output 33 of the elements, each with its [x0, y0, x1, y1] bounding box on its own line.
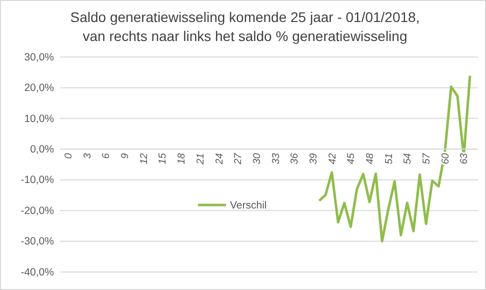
x-tick-label: 0 [64, 152, 74, 159]
legend-label: Verschil [230, 200, 267, 212]
x-tick-label: 30 [252, 152, 263, 164]
y-tick-label: 30,0% [24, 51, 54, 64]
x-tick-label: 12 [138, 152, 150, 164]
x-tick-label: 24 [214, 152, 226, 166]
y-tick-label: 0,0% [30, 144, 54, 156]
x-tick-label: 45 [346, 152, 358, 164]
chart-title: Saldo generatiewisseling komende 25 jaar - 01/01/2018, van rechts naar links het saldo % generatiewisseling [70, 9, 420, 44]
y-tick-label: -10,0% [20, 174, 54, 186]
x-tick-label: 3 [82, 152, 94, 159]
x-tick-label: 51 [384, 153, 395, 164]
x-tick-label: 39 [308, 152, 320, 164]
x-tick-label: 33 [270, 152, 282, 164]
y-tick-label: 10,0% [24, 112, 54, 125]
x-tick-label: 42 [327, 152, 338, 164]
x-tick-label: 57 [422, 152, 433, 164]
x-tick-label: 21 [195, 153, 206, 166]
y-tick-label: -30,0% [20, 236, 54, 248]
x-tick-label: 6 [101, 152, 112, 159]
x-tick-label: 15 [158, 152, 169, 164]
x-tick-label: 27 [233, 152, 244, 166]
x-tick-label: 48 [365, 152, 376, 164]
x-tick-label: 36 [290, 152, 301, 164]
y-tick-label: -20,0% [20, 204, 54, 217]
y-tick-label: 20,0% [24, 82, 54, 94]
y-tick-label: -40,0% [20, 266, 54, 278]
x-tick-label: 54 [402, 152, 414, 164]
x-tick-label: 9 [120, 152, 132, 159]
x-tick-label: 63 [459, 152, 470, 164]
line-series [318, 74, 472, 243]
x-tick-label: 60 [440, 152, 452, 164]
x-tick-label: 18 [176, 152, 188, 164]
